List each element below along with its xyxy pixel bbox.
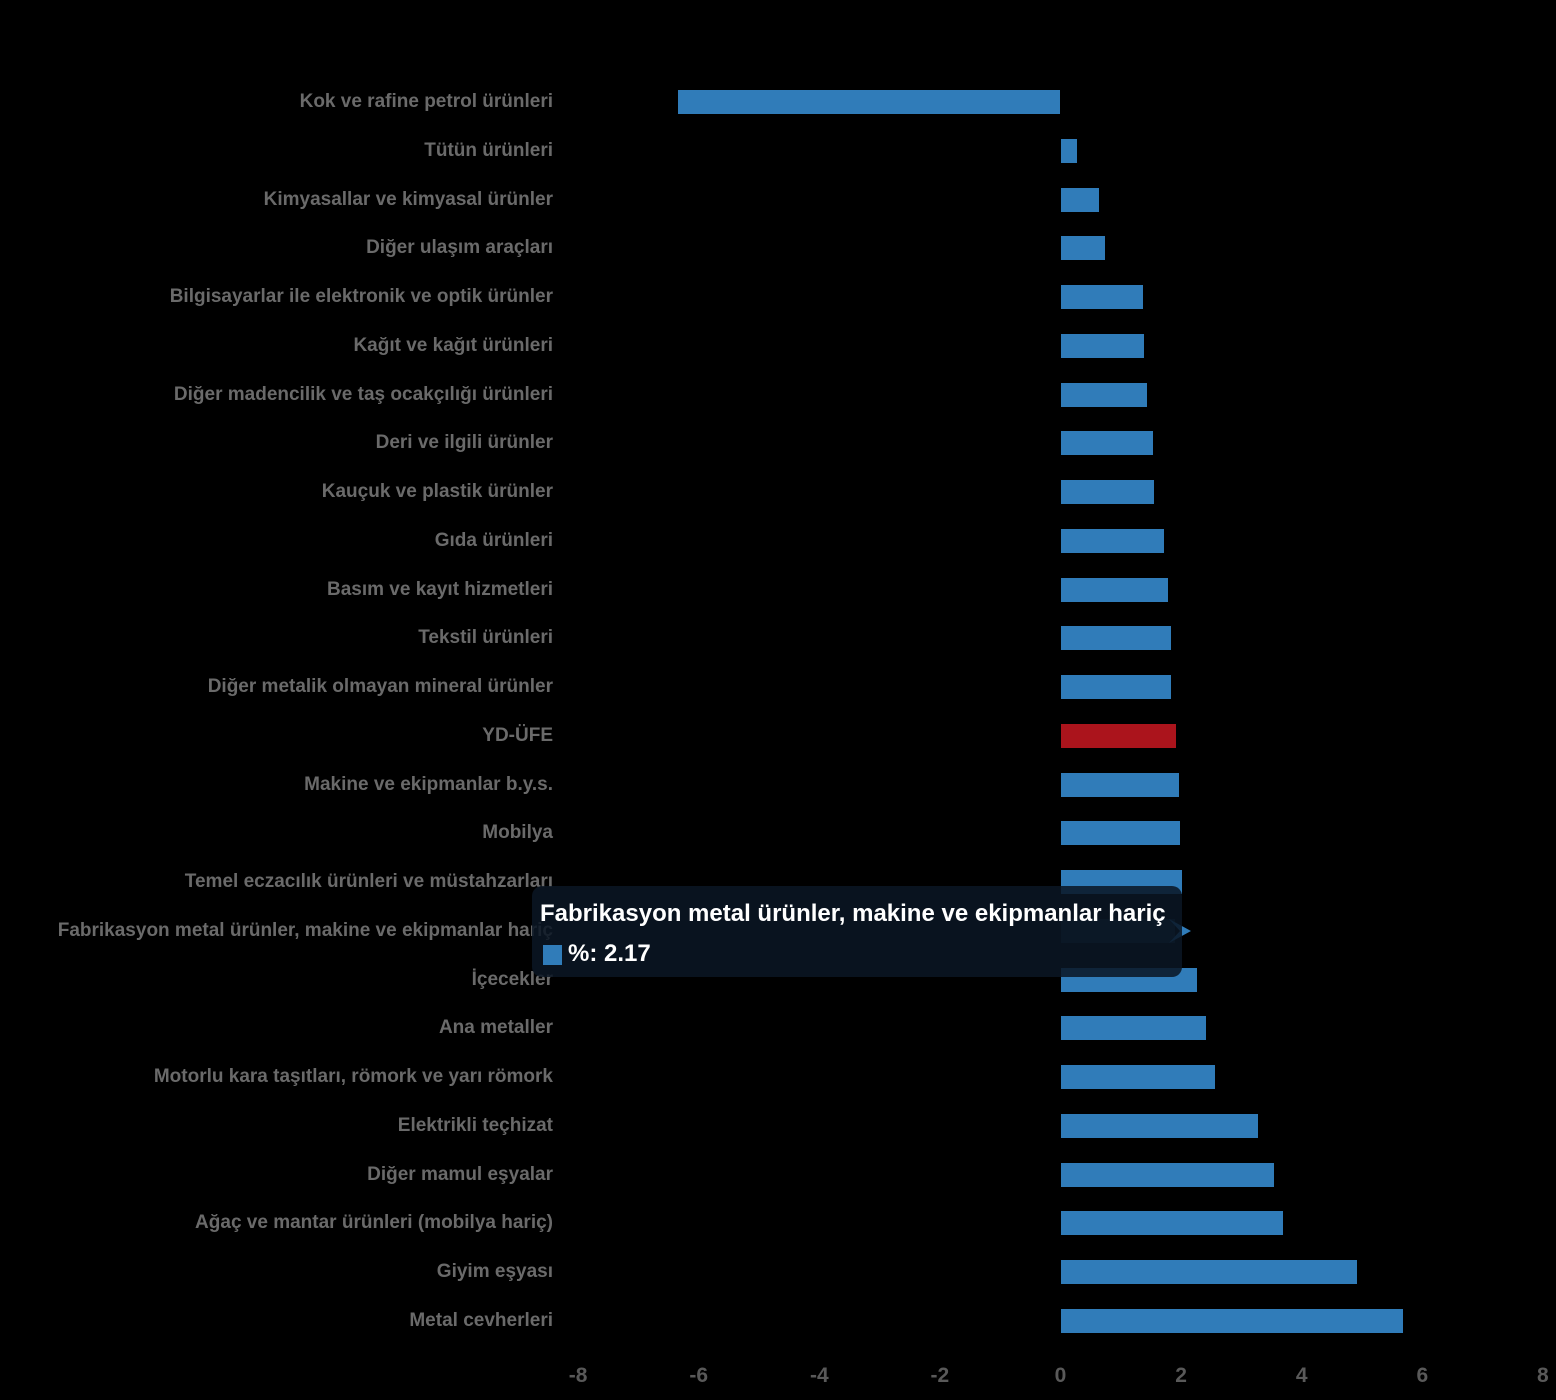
- bar[interactable]: [1060, 528, 1164, 553]
- tooltip-title: Fabrikasyon metal ürünler, makine ve eki…: [540, 900, 1166, 927]
- x-axis-tick: -4: [809, 1364, 829, 1387]
- bar[interactable]: [1060, 1016, 1206, 1041]
- bar[interactable]: [1060, 1065, 1216, 1090]
- category-label: Kok ve rafine petrol ürünleri: [299, 91, 553, 112]
- category-label: Deri ve ilgili ürünler: [375, 432, 553, 454]
- bar[interactable]: [1060, 772, 1179, 797]
- bar[interactable]: [1060, 1162, 1274, 1187]
- category-label: Kimyasallar ve kimyasal ürünler: [263, 188, 553, 210]
- category-label: Tütün ürünleri: [424, 139, 553, 161]
- category-label: Giyim eşyası: [436, 1261, 553, 1283]
- category-label: İçecekler: [471, 968, 553, 990]
- category-label: Fabrikasyon metal ürünler, makine ve eki…: [57, 919, 553, 941]
- category-label: Makine ve ekipmanlar b.y.s.: [304, 773, 553, 795]
- category-label: Temel eczacılık ürünleri ve müstahzarlar…: [184, 871, 553, 893]
- x-axis-tick: 6: [1416, 1364, 1429, 1387]
- bar-yd-ufe[interactable]: [1060, 723, 1177, 748]
- category-label: Gıda ürünleri: [434, 529, 553, 551]
- bar[interactable]: [1060, 821, 1180, 846]
- category-label: Tekstil ürünleri: [418, 627, 553, 649]
- category-label: Basım ve kayıt hizmetleri: [327, 578, 553, 600]
- category-label: Kauçuk ve plastik ürünler: [321, 481, 553, 503]
- category-label: Motorlu kara taşıtları, römork ve yarı r…: [153, 1066, 553, 1088]
- category-label: Diğer ulaşım araçları: [366, 237, 553, 259]
- tooltip-series-swatch-icon: [543, 945, 562, 965]
- bar[interactable]: [1060, 1309, 1403, 1333]
- bar[interactable]: [677, 90, 1061, 114]
- category-label: Ana metaller: [438, 1017, 553, 1039]
- bar[interactable]: [1060, 1113, 1258, 1138]
- bar[interactable]: [1060, 1211, 1283, 1236]
- category-label: Kağıt ve kağıt ürünleri: [353, 334, 553, 356]
- category-label: Elektrikli teçhizat: [397, 1114, 553, 1136]
- category-label: Bilgisayarlar ile elektronik ve optik ür…: [169, 286, 553, 308]
- category-label: Diğer metalik olmayan mineral ürünler: [207, 676, 553, 698]
- bar[interactable]: [1060, 431, 1154, 456]
- x-axis-tick: -2: [930, 1364, 950, 1387]
- bar[interactable]: [1060, 1260, 1357, 1285]
- x-axis-tick: 8: [1537, 1364, 1549, 1387]
- x-axis-tick: -8: [568, 1364, 588, 1387]
- bar[interactable]: [1060, 187, 1100, 212]
- category-label: Metal cevherleri: [409, 1310, 553, 1331]
- x-axis-tick: 2: [1175, 1364, 1187, 1387]
- bar[interactable]: [1060, 382, 1148, 407]
- category-label: Mobilya: [482, 822, 553, 844]
- x-axis-tick: 4: [1295, 1364, 1308, 1387]
- tooltip: Fabrikasyon metal ürünler, makine ve eki…: [532, 886, 1182, 977]
- bar[interactable]: [1060, 480, 1154, 505]
- x-axis-tick: -6: [689, 1364, 709, 1387]
- bar[interactable]: [1060, 675, 1172, 700]
- bar[interactable]: [1060, 333, 1145, 358]
- bar[interactable]: [1060, 236, 1105, 261]
- category-label: YD-ÜFE: [482, 724, 553, 746]
- bar[interactable]: [1060, 138, 1077, 163]
- bar[interactable]: [1060, 285, 1144, 310]
- bar[interactable]: [1060, 626, 1171, 651]
- category-label: Diğer mamul eşyalar: [367, 1163, 553, 1185]
- category-label: Diğer madencilik ve taş ocakçılığı ürünl…: [173, 383, 553, 405]
- tooltip-value: %: 2.17: [568, 940, 651, 967]
- category-label: Ağaç ve mantar ürünleri (mobilya hariç): [195, 1212, 553, 1234]
- bar[interactable]: [1060, 577, 1168, 602]
- x-axis-tick: 0: [1054, 1364, 1067, 1387]
